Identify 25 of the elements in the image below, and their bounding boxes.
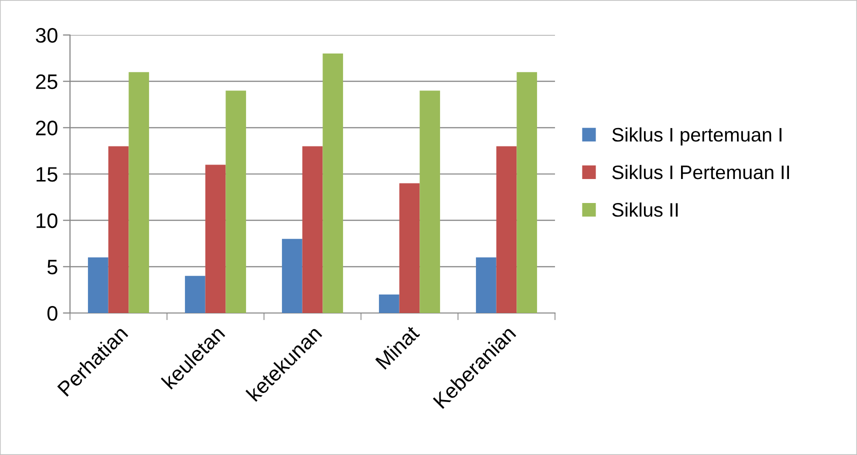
bar bbox=[226, 90, 246, 313]
y-tick-label: 5 bbox=[47, 260, 58, 274]
legend-label: Siklus I Pertemuan II bbox=[612, 164, 789, 180]
bar bbox=[108, 146, 129, 313]
y-tick-label: 10 bbox=[36, 213, 58, 228]
bar bbox=[302, 146, 323, 313]
y-tick-label: 30 bbox=[36, 28, 58, 43]
bar bbox=[205, 164, 226, 313]
legend-label: Siklus II bbox=[612, 202, 678, 217]
bar bbox=[476, 257, 496, 313]
bar bbox=[88, 257, 108, 313]
bar bbox=[420, 90, 440, 313]
bar bbox=[378, 294, 400, 313]
y-tick-label: 0 bbox=[47, 306, 58, 321]
bar bbox=[322, 54, 344, 313]
bar bbox=[399, 183, 420, 313]
y-tick-label: 20 bbox=[36, 120, 58, 136]
legend-label: Siklus I pertemuan I bbox=[612, 127, 782, 146]
bar bbox=[516, 72, 538, 313]
bar bbox=[128, 72, 150, 313]
bar bbox=[184, 276, 206, 313]
bar bbox=[496, 146, 517, 313]
y-tick-label: 15 bbox=[36, 167, 58, 182]
y-tick-label: 25 bbox=[36, 74, 58, 90]
bar bbox=[282, 238, 302, 313]
